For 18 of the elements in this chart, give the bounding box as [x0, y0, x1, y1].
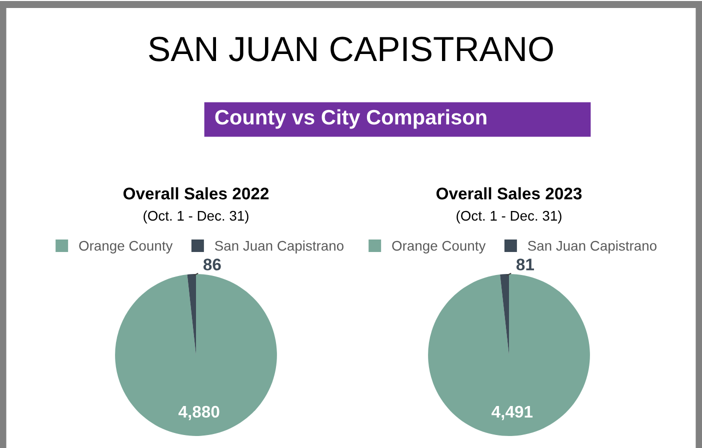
pie-slice [115, 274, 277, 436]
legend-label: San Juan Capistrano [214, 240, 344, 254]
legend-label: Orange County [392, 240, 486, 254]
chart-title: Overall Sales 2022 [123, 187, 269, 200]
pie-slice [500, 274, 509, 355]
pie-slice [428, 274, 590, 436]
data-label: 4,491 [492, 406, 533, 420]
chart-title: Overall Sales 2023 [436, 187, 582, 200]
data-label: 86 [203, 258, 221, 270]
chart-subtitle: (Oct. 1 - Dec. 31) [144, 210, 248, 224]
text: SAN JUAN CAPISTRANO [149, 36, 553, 62]
text: County vs City Comparison [215, 109, 486, 129]
data-label: 4,880 [178, 406, 220, 420]
legend-label: Orange County [79, 240, 173, 254]
data-label: 81 [516, 258, 534, 270]
legend-label: San Juan Capistrano [528, 240, 656, 254]
chart-subtitle: (Oct. 1 - Dec. 31) [456, 210, 562, 224]
pie-slice [187, 274, 196, 355]
